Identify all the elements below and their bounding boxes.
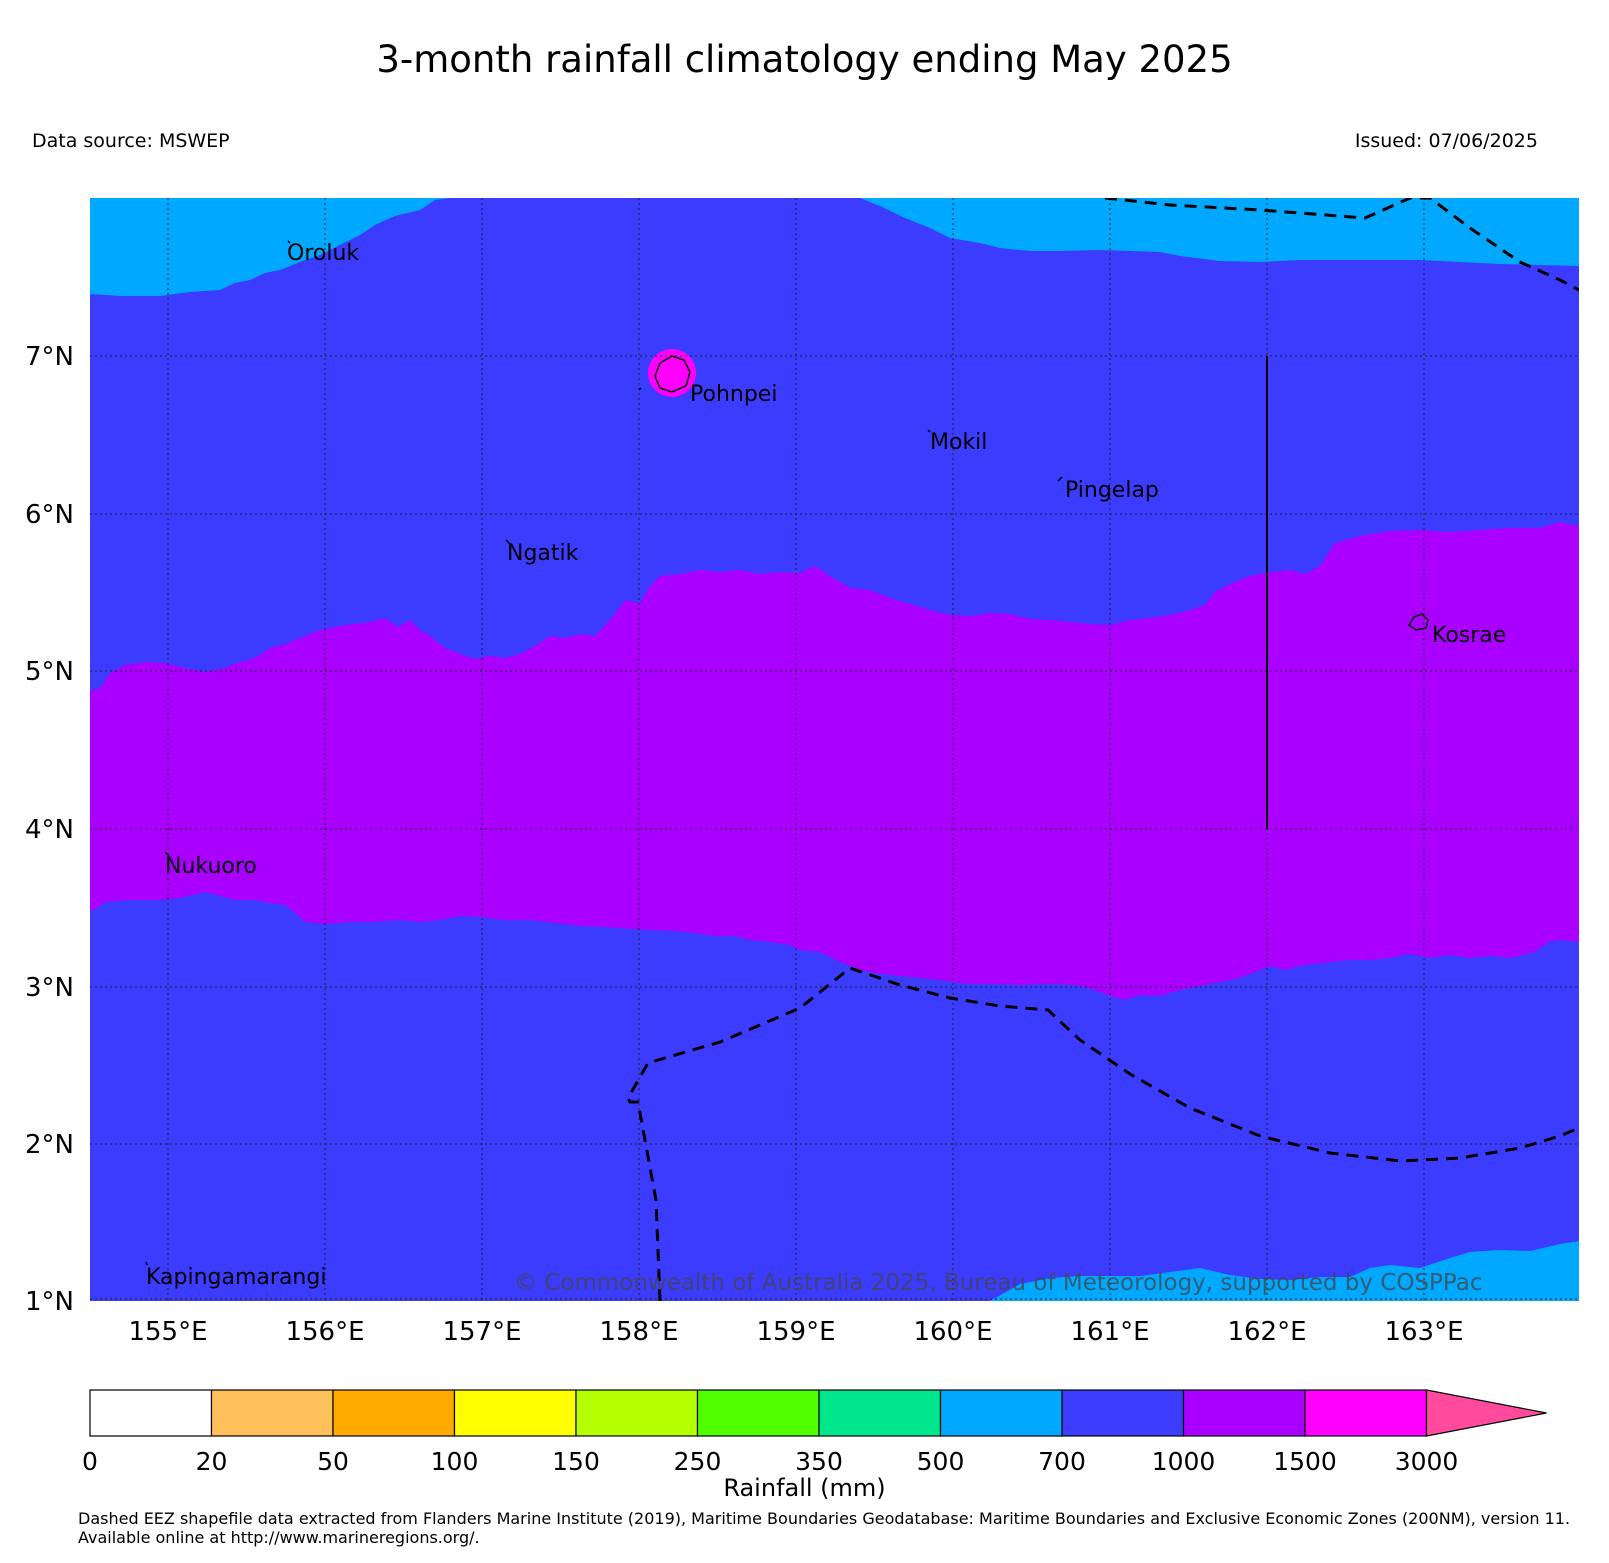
rain-zone-1000-1500 — [90, 522, 1579, 1000]
colorbar-swatch — [1182, 1389, 1306, 1437]
lat-tick-label: 3°N — [25, 973, 74, 1003]
lat-tick-label: 4°N — [25, 815, 74, 845]
copyright-notice: © Commonwealth of Australia 2025, Bureau… — [514, 1270, 1483, 1296]
colorbar-swatch — [332, 1389, 456, 1437]
colorbar-tick-label: 1500 — [1273, 1447, 1337, 1476]
place-label-kosrae: Kosrae — [1432, 623, 1506, 648]
colorbar-swatch — [939, 1389, 1063, 1437]
colorbar-extend-arrow — [1425, 1389, 1547, 1437]
issued-date-label: Issued: 07/06/2025 — [1354, 130, 1538, 152]
place-label-mokil: Mokil — [930, 430, 987, 455]
colorbar-tick-label: 350 — [795, 1447, 843, 1476]
colorbar-tick-label: 500 — [917, 1447, 965, 1476]
kosrae-island-outline — [1407, 613, 1429, 631]
colorbar-tick-label: 100 — [431, 1447, 479, 1476]
colorbar-swatch — [696, 1389, 820, 1437]
colorbar-swatch — [89, 1389, 213, 1437]
place-label-pingelap: Pingelap — [1065, 478, 1159, 503]
lon-tick-label: 160°E — [913, 1317, 992, 1347]
colorbar-tick-label: 1000 — [1152, 1447, 1216, 1476]
rain-zone-500-700-north — [90, 198, 1579, 296]
colorbar-swatch — [1061, 1389, 1185, 1437]
place-label-kapingamarangi: Kapingamarangi — [146, 1265, 326, 1290]
colorbar-tick-label: 700 — [1038, 1447, 1086, 1476]
colorbar-title: Rainfall (mm) — [723, 1474, 886, 1502]
colorbar — [89, 1389, 1547, 1437]
colorbar-swatch — [575, 1389, 699, 1437]
lon-tick-label: 155°E — [128, 1317, 207, 1347]
rain-zone-500-700-south — [990, 1241, 1579, 1301]
lon-tick-label: 163°E — [1384, 1317, 1463, 1347]
lon-tick-label: 156°E — [285, 1317, 364, 1347]
colorbar-swatch — [818, 1389, 942, 1437]
place-label-nukuoro: Nukuoro — [165, 854, 257, 879]
lat-tick-label: 6°N — [25, 500, 74, 530]
eez-boundary-south — [626, 966, 1579, 1301]
data-source-label: Data source: MSWEP — [32, 130, 230, 152]
place-label-oroluk: Oroluk — [287, 241, 359, 266]
colorbar-tick-label: 150 — [552, 1447, 600, 1476]
colorbar-tick-label: 50 — [317, 1447, 349, 1476]
colorbar-tick-label: 3000 — [1395, 1447, 1459, 1476]
map-title: 3-month rainfall climatology ending May … — [376, 38, 1233, 81]
eez-footnote: Dashed EEZ shapefile data extracted from… — [78, 1509, 1571, 1547]
lat-tick-label: 5°N — [25, 657, 74, 687]
eez-boundary-north — [1104, 198, 1579, 292]
lon-tick-label: 158°E — [599, 1317, 678, 1347]
lon-tick-label: 161°E — [1070, 1317, 1149, 1347]
lon-tick-label: 162°E — [1227, 1317, 1306, 1347]
place-label-ngatik: Ngatik — [507, 541, 579, 566]
colorbar-tick-label: 250 — [674, 1447, 722, 1476]
colorbar-tick-label: 0 — [82, 1447, 98, 1476]
pohnpei-island-outline — [654, 355, 691, 393]
colorbar-tick-label: 20 — [196, 1447, 228, 1476]
lon-tick-label: 159°E — [756, 1317, 835, 1347]
lat-tick-label: 7°N — [25, 342, 74, 372]
place-label-pohnpei: Pohnpei — [690, 382, 777, 407]
colorbar-swatch — [1304, 1389, 1428, 1437]
colorbar-swatch — [453, 1389, 577, 1437]
lat-tick-label: 1°N — [25, 1287, 74, 1317]
colorbar-swatch — [210, 1389, 334, 1437]
lon-tick-label: 157°E — [442, 1317, 521, 1347]
lat-tick-label: 2°N — [25, 1130, 74, 1160]
